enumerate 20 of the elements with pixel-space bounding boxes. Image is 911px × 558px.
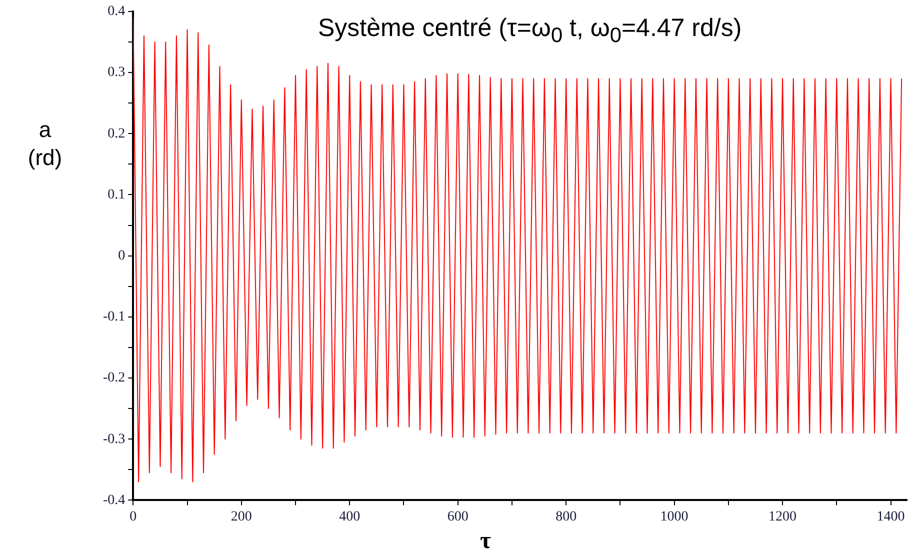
x-axis-title: τ bbox=[480, 528, 492, 555]
y-tick-label: 0.2 bbox=[108, 126, 126, 142]
y-tick-label: -0.1 bbox=[102, 310, 126, 325]
y-tick-label: 0 bbox=[118, 248, 126, 264]
y-tick-label: -0.4 bbox=[102, 492, 126, 508]
x-tick-label: 0 bbox=[130, 509, 137, 524]
x-tick-label: 400 bbox=[339, 509, 360, 524]
y-tick-label: 0.3 bbox=[108, 65, 126, 80]
y-tick-label: -0.3 bbox=[102, 432, 126, 447]
x-tick-label: 200 bbox=[230, 509, 252, 524]
x-tick-label: 1400 bbox=[876, 509, 905, 524]
x-tick-label: 1000 bbox=[660, 509, 688, 524]
y-axis-title: a (rd) bbox=[26, 116, 64, 172]
x-tick-label: 1200 bbox=[768, 509, 797, 524]
x-tick-label: 600 bbox=[447, 509, 468, 524]
y-tick-label: -0.2 bbox=[102, 370, 126, 386]
y-tick-label: 0.1 bbox=[108, 187, 126, 202]
chart-title: Système centré (τ=ω$_{0}$ t, ω$_{0}$=4.47 rd/s) bbox=[316, 14, 744, 48]
y-tick-label: 0.4 bbox=[108, 4, 126, 20]
x-tick-label: 800 bbox=[556, 509, 577, 524]
